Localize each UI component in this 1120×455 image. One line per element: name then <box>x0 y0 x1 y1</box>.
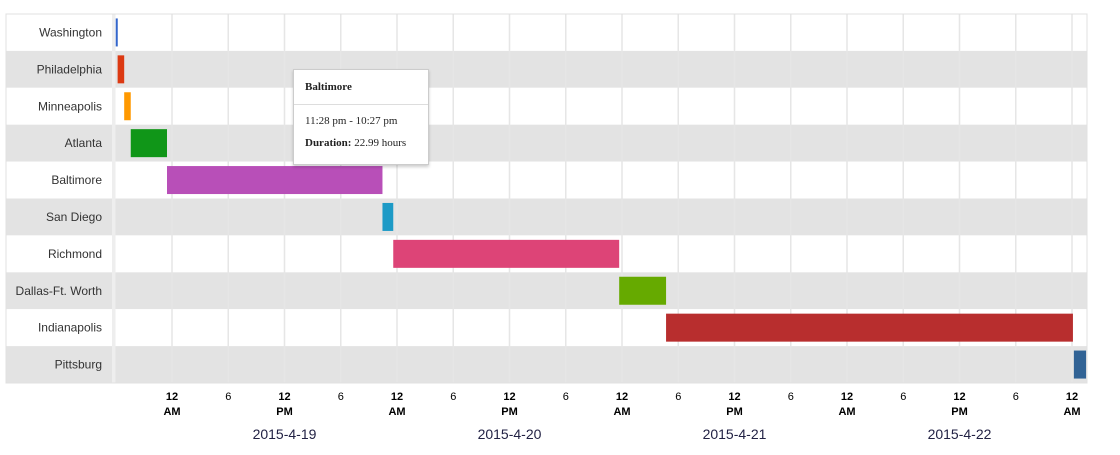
row-background <box>6 346 1087 383</box>
tick-label: 12 <box>616 391 628 403</box>
row-label: Washington <box>39 25 102 39</box>
row-label: Baltimore <box>51 173 102 187</box>
row-background <box>6 198 1087 236</box>
tick-label: 12 <box>728 391 740 403</box>
tick-label: AM <box>1063 406 1080 418</box>
tooltip-range: 11:28 pm - 10:27 pm <box>305 115 398 127</box>
row-background <box>6 14 1087 51</box>
date-label: 2015-4-19 <box>253 426 317 442</box>
tick-label: 6 <box>225 391 231 403</box>
row-background <box>6 272 1087 310</box>
row-label: Philadelphia <box>37 62 103 76</box>
date-label: 2015-4-21 <box>703 426 767 442</box>
timeline-bar <box>1073 350 1087 379</box>
chart-border <box>5 13 1088 384</box>
row-label: Atlanta <box>65 136 103 150</box>
tick-label: 6 <box>900 391 906 403</box>
tick-label: 6 <box>788 391 794 403</box>
row-label: Indianapolis <box>38 321 102 335</box>
tick-label: 6 <box>1013 391 1019 403</box>
row-label: Dallas-Ft. Worth <box>16 284 102 298</box>
tick-label: 6 <box>675 391 681 403</box>
row-background <box>6 124 1087 162</box>
row-label: Richmond <box>48 247 102 261</box>
tick-label: 12 <box>278 391 290 403</box>
tick-label: PM <box>726 406 743 418</box>
timeline-bar <box>130 129 167 158</box>
date-label: 2015-4-20 <box>478 426 542 442</box>
tick-label: PM <box>276 406 293 418</box>
tooltip: Baltimore 11:28 pm - 10:27 pm Duration: … <box>293 69 429 165</box>
tooltip-duration: Duration: 22.99 hours <box>294 137 428 149</box>
tooltip-title: Baltimore <box>294 70 428 105</box>
timeline-bar <box>393 239 620 268</box>
tick-label: 12 <box>953 391 965 403</box>
row-background <box>6 50 1087 88</box>
row-label: San Diego <box>46 210 102 224</box>
tick-label: 12 <box>503 391 515 403</box>
tick-label: 12 <box>841 391 853 403</box>
timeline-bar <box>619 276 667 305</box>
row-label: Minneapolis <box>38 99 102 113</box>
tick-label: AM <box>163 406 180 418</box>
tick-label: AM <box>838 406 855 418</box>
timeline-bar <box>167 166 383 195</box>
tick-label: 12 <box>391 391 403 403</box>
tick-label: AM <box>388 406 405 418</box>
row-label: Pittsburg <box>55 358 102 372</box>
timeline-bar <box>124 92 131 121</box>
tooltip-duration-value: 22.99 hours <box>351 137 407 149</box>
tick-label: AM <box>613 406 630 418</box>
timeline-bar <box>115 18 118 47</box>
timeline-bar <box>666 313 1073 342</box>
tick-label: 12 <box>1066 391 1078 403</box>
tick-label: 6 <box>338 391 344 403</box>
tooltip-duration-label: Duration: <box>305 137 352 149</box>
tick-label: PM <box>951 406 968 418</box>
timeline-bar <box>117 55 125 84</box>
tick-label: 12 <box>166 391 178 403</box>
tick-label: 6 <box>450 391 456 403</box>
tick-label: 6 <box>563 391 569 403</box>
row-background <box>6 87 1087 125</box>
label-separator <box>112 14 116 383</box>
timeline-bar <box>382 202 394 231</box>
tick-label: PM <box>501 406 518 418</box>
date-label: 2015-4-22 <box>928 426 992 442</box>
